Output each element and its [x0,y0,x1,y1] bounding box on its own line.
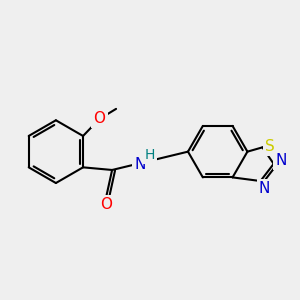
Text: S: S [265,139,274,154]
Text: N: N [259,181,270,196]
Text: N: N [275,153,286,168]
Text: H: H [145,148,155,162]
Text: O: O [100,197,112,212]
Text: N: N [134,158,146,172]
Text: O: O [94,111,106,126]
